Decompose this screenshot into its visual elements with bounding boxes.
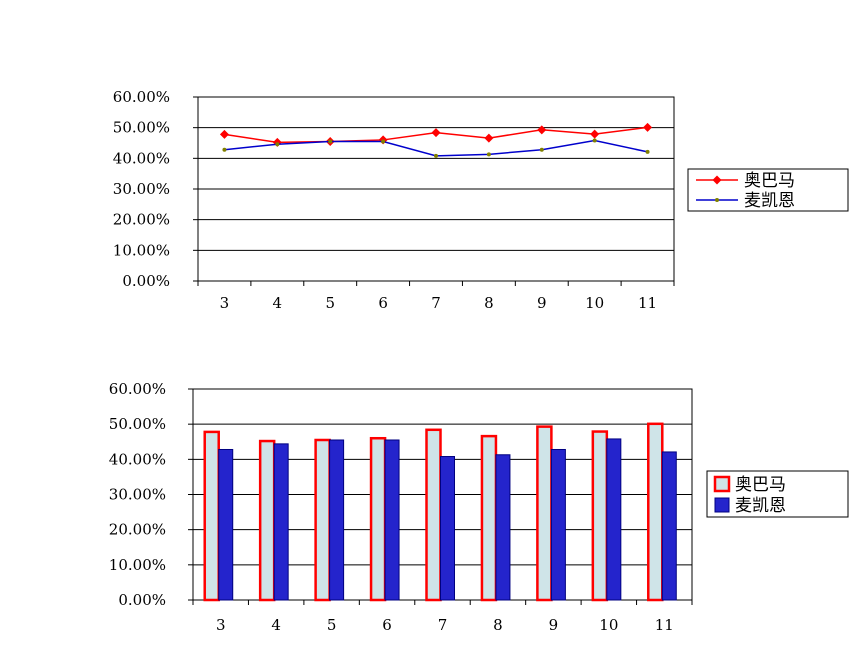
x-tick-label: 11: [638, 294, 657, 312]
legend-label: 奥巴马: [735, 475, 786, 495]
x-tick-label: 9: [549, 616, 559, 634]
y-tick-label: 60.00%: [109, 380, 166, 398]
y-tick-label: 50.00%: [113, 119, 170, 137]
x-tick-label: 7: [438, 616, 448, 634]
bar: [369, 436, 387, 602]
data-point: [590, 129, 600, 139]
bar: [273, 443, 289, 601]
bar: [329, 439, 345, 601]
bar: [203, 430, 220, 602]
data-point: [484, 133, 494, 143]
bar: [384, 439, 400, 601]
y-tick-label: 60.00%: [113, 88, 170, 106]
bar: [591, 430, 609, 602]
data-point: [486, 152, 491, 157]
y-tick-label: 40.00%: [113, 149, 170, 167]
legend-label: 麦凯恩: [735, 496, 786, 516]
data-point: [328, 139, 333, 144]
bar: [550, 448, 566, 601]
data-point: [539, 147, 544, 152]
y-tick-label: 10.00%: [109, 556, 166, 574]
bar: [495, 454, 511, 601]
bar: [480, 434, 498, 602]
y-tick-label: 10.00%: [113, 241, 170, 259]
legend-label: 麦凯恩: [744, 191, 795, 211]
bar: [425, 428, 442, 602]
bar: [258, 439, 276, 602]
bar: [647, 422, 664, 602]
x-tick-label: 6: [382, 616, 392, 634]
legend-marker: [715, 198, 719, 202]
x-tick-label: 6: [378, 294, 388, 312]
x-tick-label: 10: [599, 616, 618, 634]
y-tick-label: 20.00%: [109, 521, 166, 539]
y-tick-label: 40.00%: [109, 450, 166, 468]
legend: [706, 470, 849, 518]
y-tick-label: 20.00%: [113, 211, 170, 229]
data-point: [537, 125, 547, 135]
bar: [218, 448, 234, 601]
x-tick-label: 11: [655, 616, 674, 634]
data-point: [592, 138, 597, 143]
y-tick-label: 30.00%: [113, 180, 170, 198]
data-point: [275, 142, 280, 147]
data-point: [219, 129, 229, 139]
data-point: [643, 122, 653, 132]
data-point: [434, 153, 438, 158]
x-tick-label: 9: [537, 294, 547, 312]
y-tick-label: 0.00%: [118, 591, 166, 609]
bar: [536, 425, 553, 602]
data-point: [645, 149, 650, 154]
line-chart: 0.00% 10.00% 20.00% 30.00% 40.00% 50.00% 60.00…: [113, 88, 849, 312]
bar: [314, 438, 331, 602]
x-tick-label: 5: [325, 294, 335, 312]
legend-swatch: [713, 475, 731, 493]
x-tick-label: 8: [493, 616, 503, 634]
data-point: [431, 128, 441, 138]
legend: [687, 168, 849, 212]
y-tick-label: 50.00%: [109, 415, 166, 433]
bar: [440, 456, 455, 601]
x-tick-label: 3: [216, 616, 226, 634]
x-tick-label: 10: [585, 294, 604, 312]
legend-marker: [712, 175, 722, 185]
y-tick-label: 30.00%: [109, 486, 166, 504]
x-tick-label: 3: [220, 294, 230, 312]
x-tick-label: 5: [327, 616, 337, 634]
y-tick-label: 0.00%: [122, 272, 170, 290]
data-point: [222, 147, 227, 152]
x-tick-label: 7: [431, 294, 441, 312]
x-tick-label: 4: [273, 294, 283, 312]
data-point: [381, 139, 386, 144]
legend-swatch: [714, 497, 730, 513]
bar-chart: 0.00% 10.00% 20.00% 30.00% 40.00% 50.00% 60.00…: [109, 380, 849, 634]
bar: [606, 438, 622, 601]
legend-label: 奥巴马: [744, 171, 795, 191]
x-tick-label: 4: [271, 616, 281, 634]
bar: [661, 451, 677, 601]
x-tick-label: 8: [484, 294, 494, 312]
